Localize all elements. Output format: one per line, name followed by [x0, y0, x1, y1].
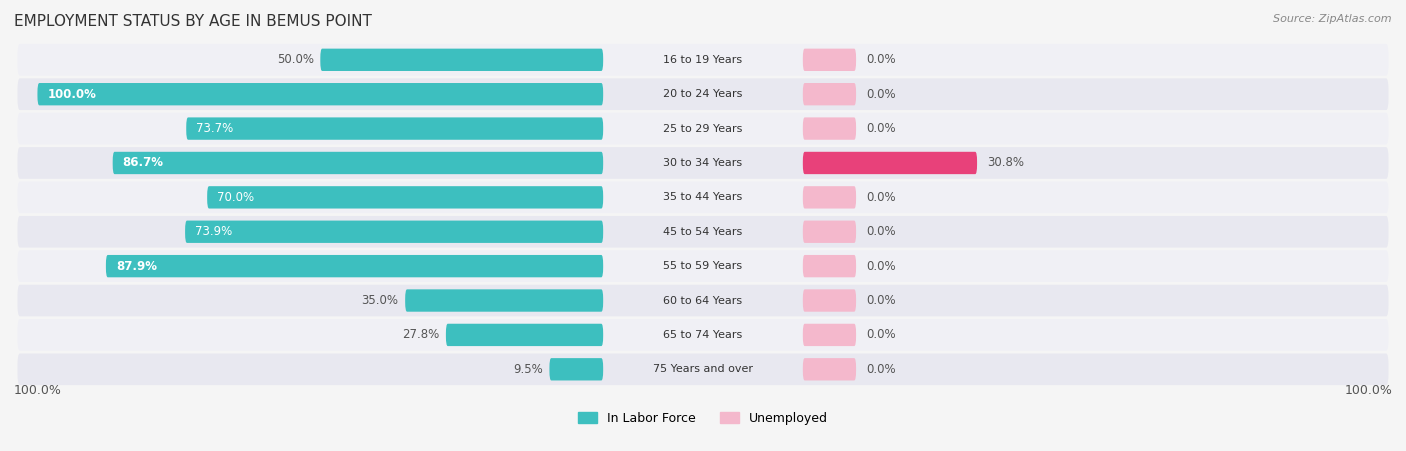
FancyBboxPatch shape [17, 285, 1389, 316]
Text: 0.0%: 0.0% [866, 122, 896, 135]
Text: 100.0%: 100.0% [14, 384, 62, 397]
FancyBboxPatch shape [17, 319, 1389, 351]
FancyBboxPatch shape [803, 358, 856, 381]
FancyBboxPatch shape [803, 186, 856, 208]
Text: 30 to 34 Years: 30 to 34 Years [664, 158, 742, 168]
Text: 65 to 74 Years: 65 to 74 Years [664, 330, 742, 340]
FancyBboxPatch shape [803, 117, 856, 140]
FancyBboxPatch shape [803, 221, 856, 243]
Text: 50.0%: 50.0% [277, 53, 314, 66]
Text: 55 to 59 Years: 55 to 59 Years [664, 261, 742, 271]
FancyBboxPatch shape [17, 44, 1389, 76]
FancyBboxPatch shape [112, 152, 603, 174]
FancyBboxPatch shape [207, 186, 603, 208]
FancyBboxPatch shape [17, 113, 1389, 144]
Text: 0.0%: 0.0% [866, 225, 896, 238]
FancyBboxPatch shape [38, 83, 603, 106]
Text: 16 to 19 Years: 16 to 19 Years [664, 55, 742, 65]
FancyBboxPatch shape [803, 49, 856, 71]
Text: 73.7%: 73.7% [197, 122, 233, 135]
FancyBboxPatch shape [17, 147, 1389, 179]
FancyBboxPatch shape [17, 250, 1389, 282]
Text: 27.8%: 27.8% [402, 328, 439, 341]
Text: 0.0%: 0.0% [866, 328, 896, 341]
Text: 9.5%: 9.5% [513, 363, 543, 376]
Text: 100.0%: 100.0% [48, 87, 96, 101]
Text: 25 to 29 Years: 25 to 29 Years [664, 124, 742, 133]
Text: 0.0%: 0.0% [866, 191, 896, 204]
FancyBboxPatch shape [321, 49, 603, 71]
FancyBboxPatch shape [17, 78, 1389, 110]
Text: 100.0%: 100.0% [1344, 384, 1392, 397]
Text: 87.9%: 87.9% [115, 260, 157, 273]
FancyBboxPatch shape [17, 216, 1389, 248]
Text: EMPLOYMENT STATUS BY AGE IN BEMUS POINT: EMPLOYMENT STATUS BY AGE IN BEMUS POINT [14, 14, 373, 28]
Text: 60 to 64 Years: 60 to 64 Years [664, 295, 742, 305]
Text: 0.0%: 0.0% [866, 260, 896, 273]
Text: 75 Years and over: 75 Years and over [652, 364, 754, 374]
Text: 35 to 44 Years: 35 to 44 Years [664, 193, 742, 202]
FancyBboxPatch shape [405, 290, 603, 312]
Text: 35.0%: 35.0% [361, 294, 398, 307]
FancyBboxPatch shape [186, 221, 603, 243]
Text: 86.7%: 86.7% [122, 156, 163, 170]
Text: 0.0%: 0.0% [866, 363, 896, 376]
Text: 0.0%: 0.0% [866, 53, 896, 66]
Text: 20 to 24 Years: 20 to 24 Years [664, 89, 742, 99]
Text: 30.8%: 30.8% [987, 156, 1024, 170]
FancyBboxPatch shape [803, 152, 977, 174]
FancyBboxPatch shape [186, 117, 603, 140]
FancyBboxPatch shape [17, 182, 1389, 213]
Text: 0.0%: 0.0% [866, 294, 896, 307]
FancyBboxPatch shape [17, 354, 1389, 385]
FancyBboxPatch shape [803, 255, 856, 277]
Text: 0.0%: 0.0% [866, 87, 896, 101]
FancyBboxPatch shape [803, 83, 856, 106]
Text: Source: ZipAtlas.com: Source: ZipAtlas.com [1274, 14, 1392, 23]
Text: 73.9%: 73.9% [195, 225, 232, 238]
FancyBboxPatch shape [446, 324, 603, 346]
FancyBboxPatch shape [105, 255, 603, 277]
FancyBboxPatch shape [803, 324, 856, 346]
Legend: In Labor Force, Unemployed: In Labor Force, Unemployed [572, 407, 834, 430]
FancyBboxPatch shape [550, 358, 603, 381]
FancyBboxPatch shape [803, 290, 856, 312]
Text: 70.0%: 70.0% [217, 191, 254, 204]
Text: 45 to 54 Years: 45 to 54 Years [664, 227, 742, 237]
